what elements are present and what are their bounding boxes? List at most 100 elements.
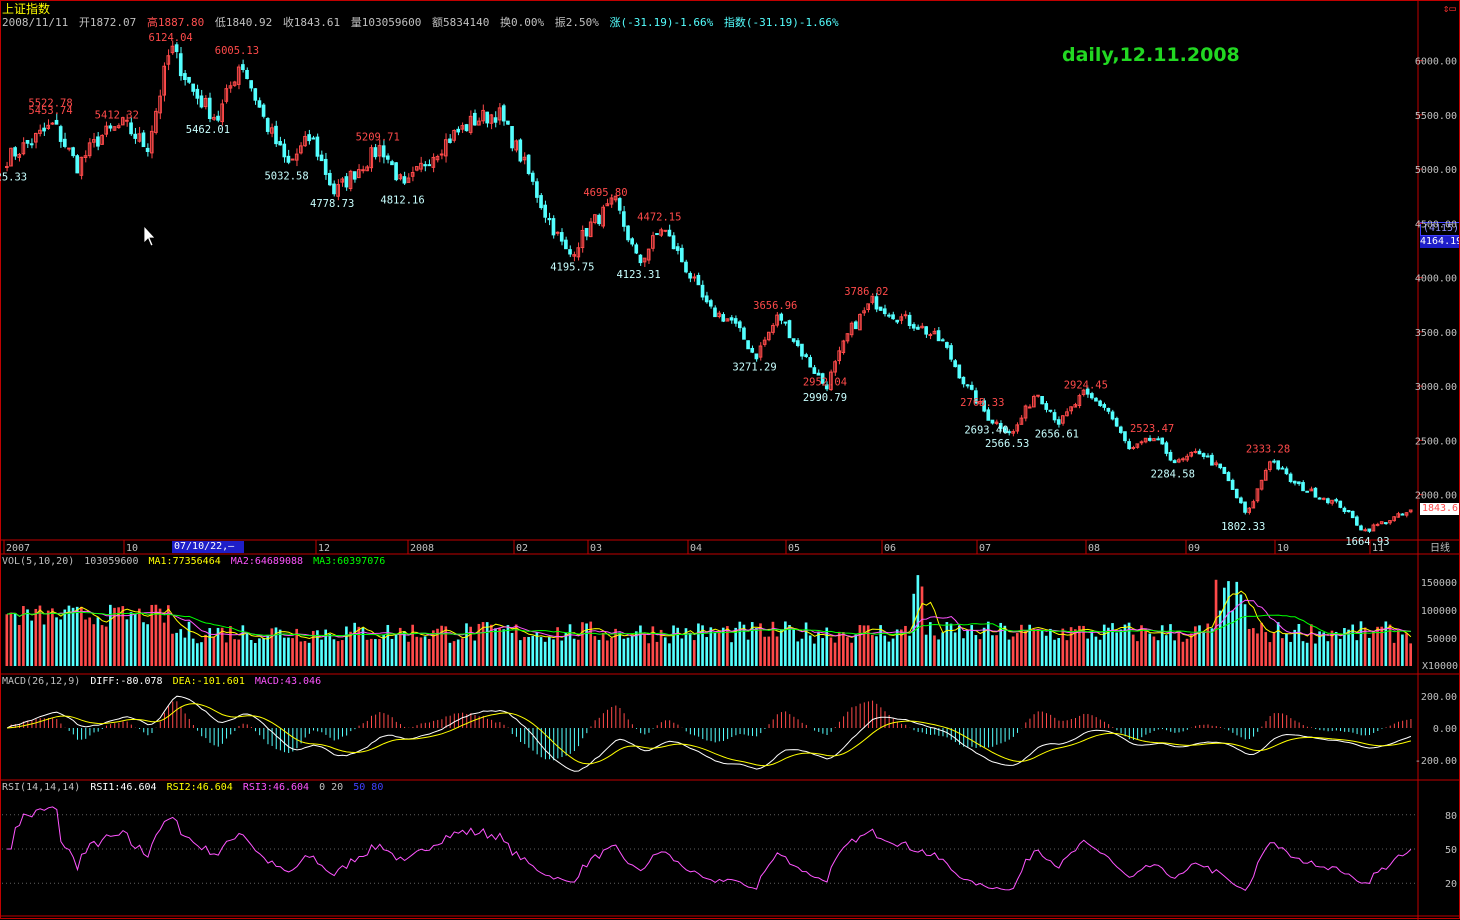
vol-legend-value: 103059600 — [84, 556, 139, 567]
price-tick-label: 4000.00 — [1415, 274, 1457, 285]
volume-bar — [465, 623, 468, 666]
candle-body — [236, 66, 241, 85]
volume-bar — [469, 626, 472, 666]
peak-label: 3656.96 — [753, 300, 797, 312]
period-label[interactable]: 日线 — [1430, 543, 1450, 554]
candle-body — [1408, 509, 1413, 513]
candle-body — [332, 183, 336, 195]
candle-body — [187, 76, 191, 83]
macd-dea-line — [7, 703, 1412, 767]
candle-body — [899, 316, 904, 321]
candle-body — [294, 153, 299, 161]
candle-body — [369, 147, 374, 169]
info-close: 收1843.61 — [282, 16, 341, 29]
volume-bar — [560, 640, 564, 666]
candle-body — [605, 203, 610, 207]
candle-body — [911, 324, 916, 329]
candle-body — [783, 321, 788, 324]
trough-label: 5025.33 — [0, 171, 27, 183]
vol-ma3-line — [6, 611, 1411, 637]
candle-body — [25, 139, 30, 144]
volume-bar — [713, 632, 717, 666]
volume-bar — [258, 638, 261, 666]
arrow-calendar-icon[interactable]: ⇕▭ — [1442, 2, 1456, 15]
volume-bar — [937, 639, 940, 666]
volume-bar — [241, 625, 245, 666]
volume-bar — [1372, 631, 1375, 666]
volume-bar — [216, 627, 220, 666]
volume-bar — [813, 643, 816, 666]
candle-body — [1036, 394, 1040, 397]
price-tick-label: 4500.00 — [1415, 219, 1457, 230]
candle-body — [1032, 395, 1036, 408]
volume-bar — [1301, 641, 1305, 666]
candle-body — [1234, 488, 1239, 499]
candle-body — [742, 327, 746, 340]
candle-body — [410, 172, 415, 177]
volume-bar — [374, 639, 377, 666]
candle-body — [642, 257, 647, 263]
candle-body — [626, 225, 630, 241]
candle-body — [290, 158, 295, 161]
volume-bar — [245, 633, 249, 666]
volume-bar — [179, 629, 183, 666]
candle-body — [655, 233, 659, 236]
candle-body — [282, 143, 287, 158]
candle-body — [1371, 524, 1376, 532]
volume-bar — [1392, 642, 1396, 666]
info-volume: 量103059600 — [350, 16, 422, 29]
candle-body — [1330, 499, 1334, 504]
volume-bar — [88, 617, 91, 666]
candle-body — [1098, 400, 1102, 406]
volume-bar — [100, 625, 104, 666]
candle-body — [1011, 431, 1015, 434]
candle-body — [675, 246, 680, 251]
candle-body — [804, 354, 808, 358]
volume-bar — [440, 625, 443, 666]
candle-body — [634, 244, 639, 254]
volume-bar — [862, 625, 866, 666]
candle-body — [464, 124, 469, 132]
volume-bar — [1343, 627, 1346, 666]
candle-body — [67, 147, 71, 150]
candle-body — [978, 400, 982, 404]
price-box-bottom: 4164.19 — [1420, 236, 1460, 248]
volume-bar — [527, 636, 530, 666]
volume-bar — [585, 623, 588, 666]
candle-body — [29, 143, 34, 146]
candle-body — [535, 181, 539, 198]
candle-body — [216, 115, 220, 121]
volume-bar — [307, 642, 311, 666]
candle-body — [249, 80, 253, 89]
volume-bar — [1247, 628, 1251, 666]
volume-bar — [1156, 640, 1160, 666]
candle-body — [116, 125, 121, 129]
candle-body — [373, 147, 378, 158]
candle-body — [514, 140, 519, 151]
volume-bar — [949, 623, 953, 666]
candle-body — [613, 195, 618, 201]
rsi-legend-levels2: 50 80 — [353, 782, 384, 793]
candle-body — [1375, 523, 1380, 526]
candle-body — [340, 178, 345, 183]
candle-body — [1089, 393, 1094, 399]
candle-body — [361, 169, 365, 172]
trough-label: 2566.53 — [985, 438, 1029, 450]
candle-body — [423, 164, 427, 167]
vol-legend-ma1: MA1:77356464 — [148, 556, 221, 567]
candle-body — [394, 162, 398, 181]
candle-body — [1259, 479, 1264, 490]
volume-bar — [51, 608, 54, 666]
volume-bar — [291, 638, 294, 666]
candle-body — [551, 218, 556, 236]
candle-body — [858, 313, 862, 331]
volume-bar — [270, 628, 274, 666]
candle-body — [352, 171, 357, 180]
candle-body — [1214, 462, 1218, 466]
candle-body — [601, 206, 605, 227]
candle-body — [299, 145, 303, 154]
candle-body — [385, 155, 390, 160]
volume-bar — [299, 641, 303, 666]
volume-bar — [204, 634, 207, 666]
